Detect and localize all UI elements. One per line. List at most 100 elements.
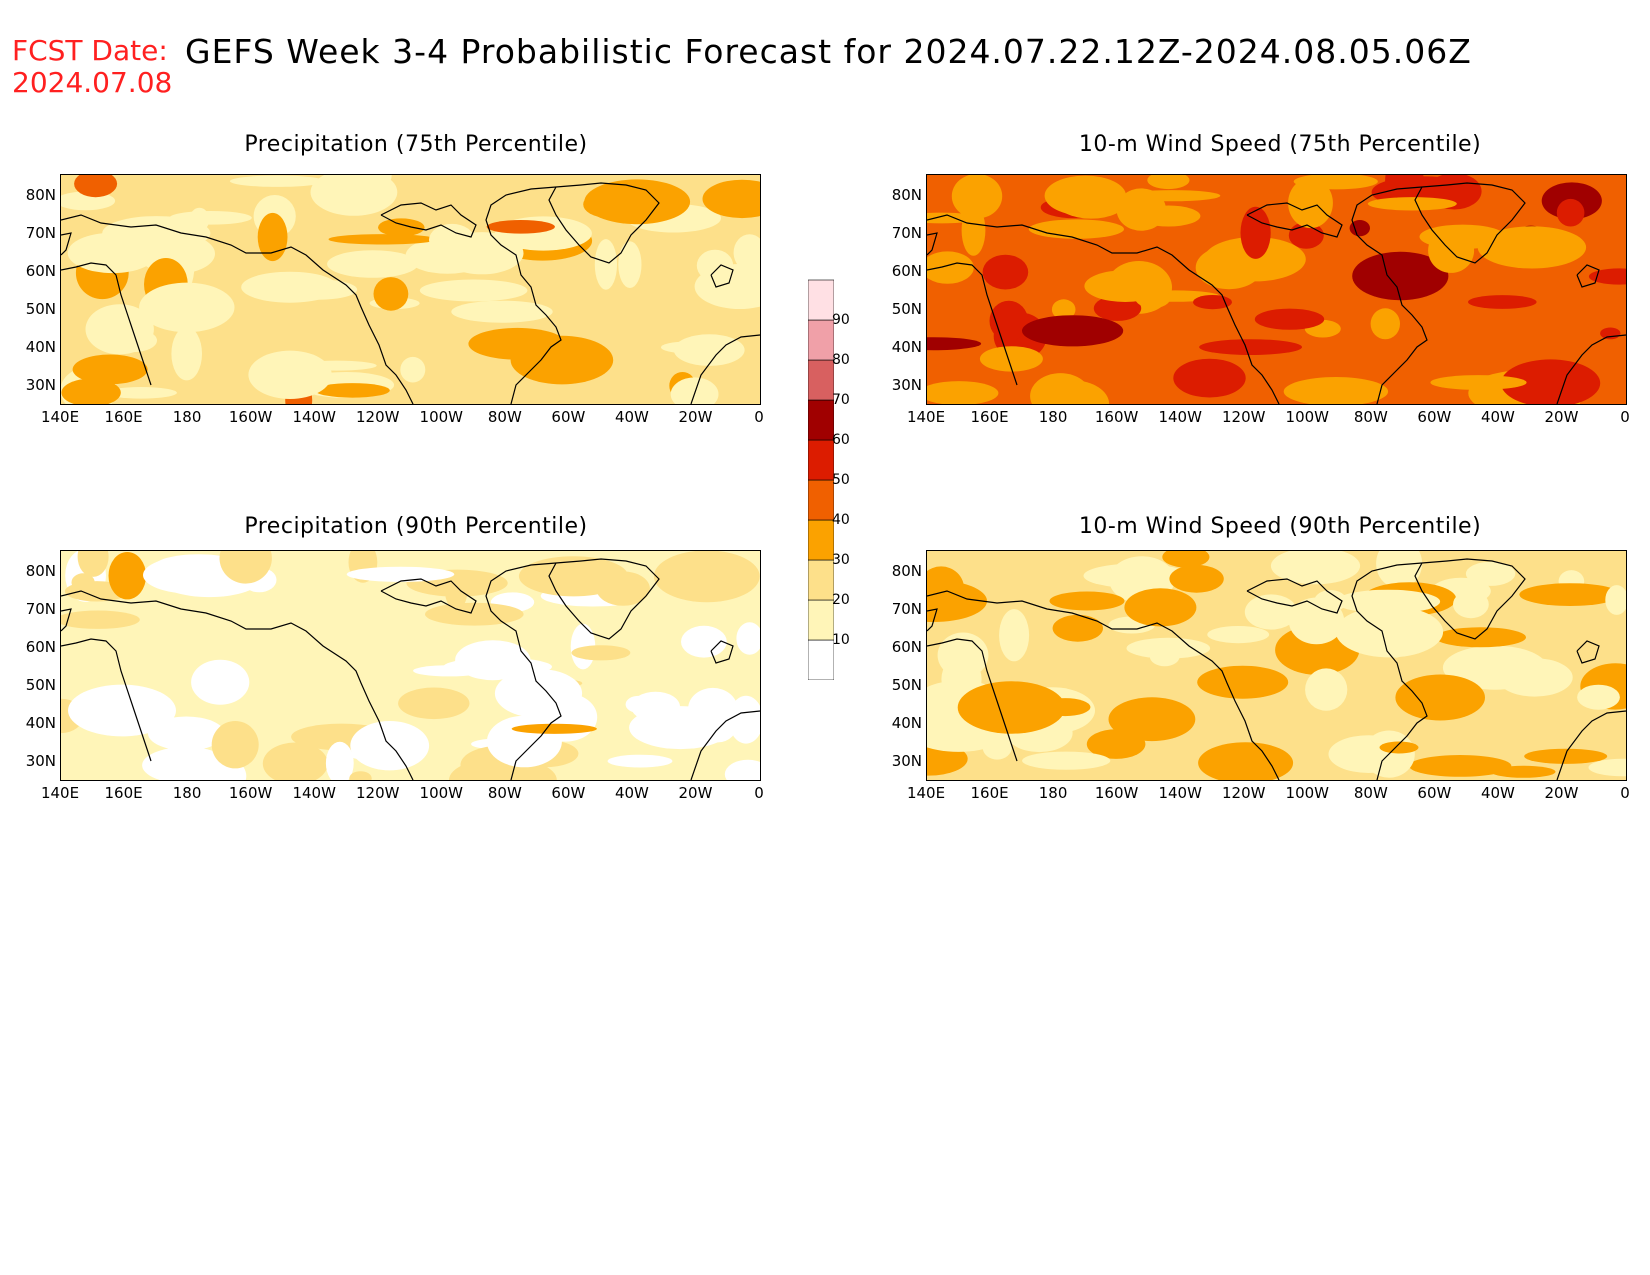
contour-patch: [670, 377, 719, 404]
lon-tick-label: 140E: [40, 784, 80, 802]
contour-patch: [1052, 614, 1103, 642]
contour-patch: [171, 327, 202, 381]
contour-patch: [1370, 308, 1400, 340]
contour-patch: [315, 383, 390, 398]
contour-patch: [350, 721, 430, 771]
contour-patch: [733, 234, 760, 271]
lon-tick-label: 180: [172, 408, 202, 426]
lon-tick-label: 20W: [678, 408, 713, 426]
contour-patch: [468, 327, 567, 360]
lon-tick-label: 60W: [551, 408, 586, 426]
contour-patch: [413, 665, 486, 677]
lon-tick-label: 140W: [292, 408, 336, 426]
contour-patch: [1468, 295, 1537, 309]
contour-patch: [1254, 308, 1325, 330]
contour-patch: [951, 175, 1003, 219]
contour-patch: [1408, 755, 1512, 777]
lon-tick-label: 40W: [614, 784, 649, 802]
lon-tick-label: 140W: [292, 784, 336, 802]
contour-patch: [957, 681, 1066, 734]
contour-patch: [105, 387, 177, 399]
contour-patch: [1044, 175, 1126, 216]
lon-tick-label: 100W: [1285, 784, 1329, 802]
lat-tick-label: 70N: [891, 600, 922, 618]
lon-tick-label: 160E: [104, 408, 143, 426]
contour-patch: [1207, 626, 1270, 644]
coastline: [690, 334, 760, 404]
coastline: [1556, 710, 1626, 780]
colorbar-label: 70: [832, 392, 850, 408]
lon-tick-label: 100W: [1285, 408, 1329, 426]
coastline: [61, 214, 414, 404]
contour-patch: [211, 721, 259, 769]
colorbar-label: 10: [832, 632, 850, 648]
precip90-field: [61, 551, 760, 780]
lon-tick-label: 0: [754, 408, 764, 426]
lat-tick-label: 40N: [891, 714, 922, 732]
panel-title-wind90: 10-m Wind Speed (90th Percentile): [1078, 514, 1482, 539]
lon-tick-label: 140W: [1158, 784, 1202, 802]
contour-patch: [1036, 380, 1110, 404]
coastline: [927, 262, 1018, 386]
contour-patch: [1501, 359, 1601, 404]
contour-patch: [1162, 551, 1210, 568]
contour-patch: [1124, 588, 1197, 627]
colorbar-label: 90: [832, 312, 850, 328]
contour-patch: [1465, 561, 1516, 586]
contour-patch: [1288, 597, 1345, 645]
lat-tick-label: 70N: [25, 600, 56, 618]
contour-patch: [1335, 589, 1441, 614]
contour-patch: [518, 556, 629, 597]
contour-patch: [702, 179, 760, 219]
contour-patch: [229, 175, 325, 187]
contour-patch: [257, 212, 288, 262]
coastline: [1246, 202, 1343, 238]
colorbar-segment: [808, 639, 834, 680]
contour-patch: [1028, 219, 1124, 239]
coastline: [927, 214, 1280, 404]
map-precip75: [60, 174, 761, 405]
lon-tick-label: 40W: [614, 408, 649, 426]
contour-patch: [999, 609, 1030, 662]
lon-tick-label: 160W: [1094, 408, 1139, 426]
contour-patch: [1519, 583, 1621, 606]
lon-tick-label: 160W: [228, 784, 273, 802]
fcst-date-value: 2024.07.08: [12, 66, 173, 99]
lat-tick-label: 70N: [25, 224, 56, 242]
lon-tick-label: 120W: [355, 408, 400, 426]
coastline: [548, 182, 660, 264]
contour-patch: [571, 645, 631, 661]
coastline: [485, 186, 562, 404]
lat-tick-label: 50N: [25, 676, 56, 694]
contour-patch: [1367, 197, 1457, 211]
precip75-field: [61, 175, 760, 404]
contour-patch: [1430, 375, 1527, 390]
contour-patch: [85, 304, 154, 355]
lon-tick-label: 0: [1620, 784, 1630, 802]
contour-patch: [219, 551, 272, 584]
lat-tick-label: 40N: [891, 338, 922, 356]
colorbar-segment: [808, 319, 834, 361]
coastline: [927, 638, 1018, 762]
contour-patch: [1335, 606, 1444, 658]
lon-tick-label: 60W: [551, 784, 586, 802]
contour-patch: [1049, 591, 1125, 611]
lon-tick-label: 40W: [1480, 408, 1515, 426]
lon-tick-label: 140E: [906, 784, 946, 802]
colorbar-segment: [808, 559, 834, 601]
contour-patch: [653, 551, 760, 603]
contour-patch: [979, 346, 1043, 372]
coastline: [61, 608, 72, 632]
lon-tick-label: 120W: [355, 784, 400, 802]
contour-patch: [1283, 377, 1389, 404]
contour-patch: [373, 277, 409, 311]
coastline: [1414, 558, 1526, 640]
coastline: [1351, 186, 1428, 404]
colorbar-label: 30: [832, 552, 850, 568]
contour-patch: [1149, 646, 1180, 667]
contour-patch: [1051, 299, 1076, 320]
contour-patch: [108, 552, 147, 600]
contour-patch: [1124, 190, 1221, 202]
contour-patch: [139, 282, 235, 333]
coastline: [1414, 182, 1526, 264]
